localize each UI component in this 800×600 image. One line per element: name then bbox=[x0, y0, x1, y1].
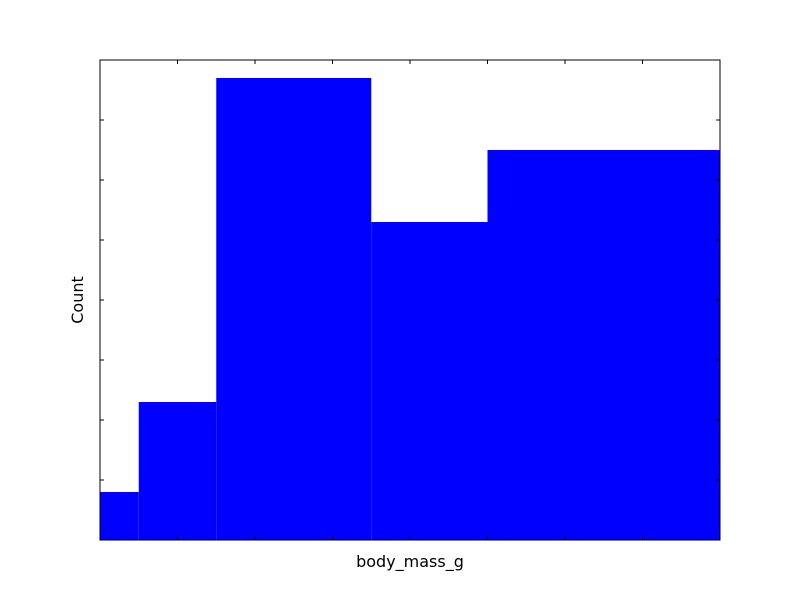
histogram-bar bbox=[216, 78, 372, 540]
histogram-bar bbox=[138, 402, 217, 540]
bars-group bbox=[100, 78, 720, 540]
histogram-bar bbox=[371, 222, 488, 540]
histogram-bar bbox=[487, 150, 720, 540]
x-axis-label: body_mass_g bbox=[356, 552, 464, 572]
histogram-bar bbox=[100, 492, 139, 540]
plot-frame bbox=[99, 59, 721, 541]
y-axis-label: Count bbox=[68, 276, 87, 324]
